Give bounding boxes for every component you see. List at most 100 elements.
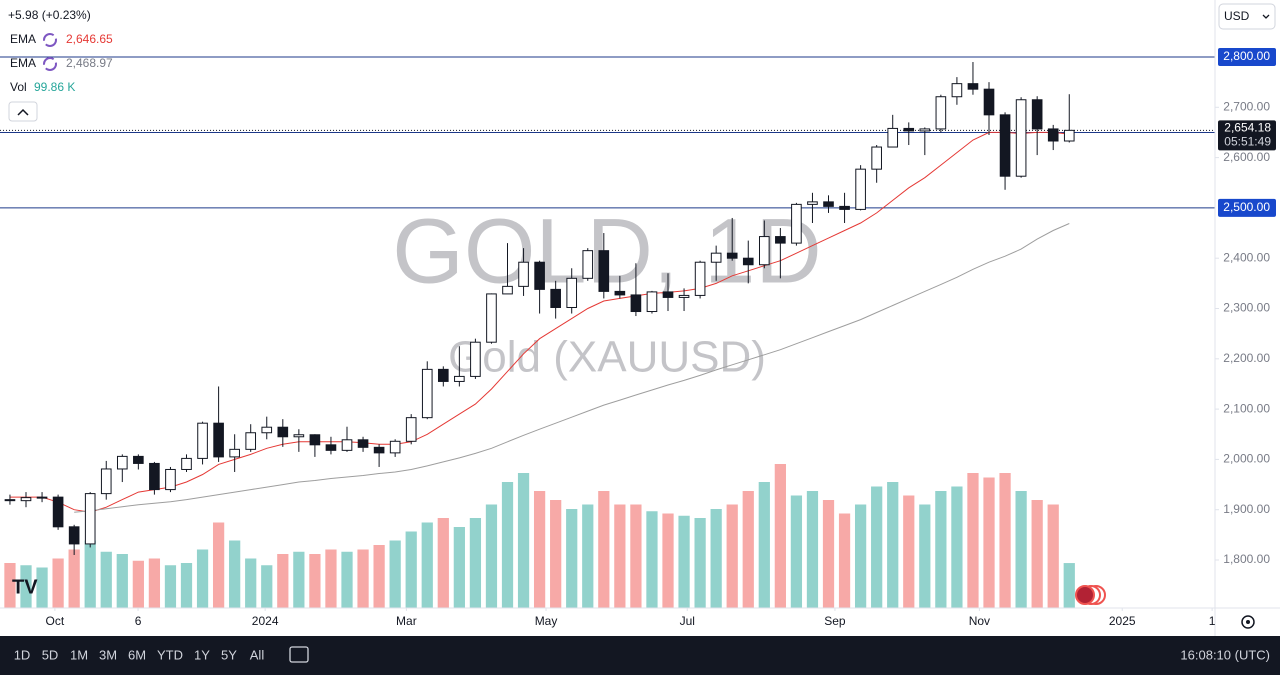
volume-bar (951, 486, 963, 608)
y-tick-label: 2,200.00 (1223, 351, 1270, 365)
volume-bar (710, 509, 722, 608)
volume-bar (887, 482, 899, 608)
candle-body (871, 146, 882, 170)
legend-name: EMA (10, 32, 36, 46)
candle-body (614, 290, 626, 296)
y-tick-label: 1,800.00 (1223, 552, 1270, 566)
ema-line (74, 223, 1070, 513)
volume-bar (582, 504, 594, 608)
volume-bar (533, 491, 546, 608)
volume-bar (196, 549, 209, 608)
candle-body (197, 422, 208, 459)
range-button[interactable]: YTD (157, 647, 183, 662)
x-tick-label: Oct (46, 614, 65, 628)
volume-bar (838, 513, 851, 608)
x-tick-label: Nov (969, 614, 990, 628)
candle-layer (4, 62, 1075, 555)
candle-body (935, 96, 947, 130)
volume-bar (164, 565, 177, 608)
volume-bar (469, 518, 482, 608)
price-line-box (1218, 47, 1276, 66)
range-button[interactable]: 1D (14, 647, 31, 662)
range-button[interactable]: All (250, 647, 265, 662)
candle-body (807, 201, 818, 205)
range-button[interactable]: 6M (128, 647, 146, 662)
volume-bar (68, 549, 80, 608)
candle-body (1063, 129, 1075, 142)
volume-bar (277, 554, 289, 608)
volume-bar (357, 549, 369, 608)
range-button[interactable]: 1Y (194, 647, 210, 662)
range-button[interactable]: 3M (99, 647, 117, 662)
candle-body (502, 285, 513, 295)
volume-bar (36, 567, 48, 608)
volume-bar (405, 531, 417, 608)
settings-icon[interactable] (43, 57, 57, 71)
y-tick-label: 2,100.00 (1223, 401, 1270, 415)
volume-bar (598, 491, 610, 608)
current-price-box (1218, 120, 1276, 151)
price-line-label: 2,800.00 (1223, 49, 1270, 63)
candle-body (518, 261, 529, 287)
candle-body (437, 368, 449, 382)
volume-bar (180, 563, 193, 608)
volume-bar (630, 504, 642, 608)
current-price-label: 2,654.18 (1224, 121, 1271, 135)
candle-body (293, 434, 305, 438)
y-tick-label: 2,700.00 (1223, 99, 1270, 113)
candle-body (84, 493, 96, 545)
volume-bar (100, 551, 112, 608)
candle-body (149, 462, 160, 491)
settings-gear[interactable] (1241, 615, 1255, 629)
range-button[interactable]: 1M (70, 647, 88, 662)
y-tick-label: 2,000.00 (1223, 452, 1270, 466)
y-tick-label: 2,300.00 (1223, 301, 1270, 315)
axes: 1,800.00 1,900.00 2,000.00 2,100.00 2,200.00… (0, 0, 1280, 636)
range-button[interactable]: 5Y (221, 647, 237, 662)
volume-bar (935, 491, 947, 608)
date-range-icon[interactable] (289, 646, 309, 663)
candle-body (678, 294, 690, 298)
volume-bar (1031, 500, 1043, 608)
candle-body (309, 434, 321, 446)
volume-bar (148, 558, 161, 608)
x-tick-label: Mar (396, 614, 417, 628)
candle-body (165, 468, 176, 491)
y-tick-label: 2,600.00 (1223, 150, 1270, 164)
currency-dropdown[interactable] (1218, 3, 1276, 30)
volume-bar (4, 563, 16, 608)
candle-body (775, 236, 786, 244)
candle-body (598, 250, 610, 292)
line-layer (0, 56, 1215, 513)
candle-body (758, 236, 770, 266)
candle-body (646, 291, 658, 313)
settings-icon[interactable] (43, 33, 57, 47)
legend-value: 2,646.65 (66, 32, 113, 46)
volume-bar (84, 540, 96, 608)
candle-body (52, 496, 64, 528)
range-button[interactable]: 5D (42, 647, 59, 662)
candle-body (839, 205, 850, 210)
currency: USD (1224, 9, 1250, 23)
candle-body (421, 368, 433, 419)
volume-layer (4, 464, 1075, 608)
x-tick-label: 2024 (252, 614, 279, 628)
legend-name: EMA (10, 56, 36, 70)
candle-body (36, 496, 48, 499)
collapse-button[interactable] (8, 101, 38, 122)
candle-body (710, 252, 722, 263)
watermark-subtitle: Gold (XAUUSD) (448, 333, 766, 382)
volume-bar (389, 540, 401, 608)
candle-body (550, 288, 561, 308)
volume-bar (550, 500, 562, 608)
candle-body (486, 293, 497, 343)
x-tick-label: 2025 (1109, 614, 1136, 628)
volume-bar (261, 565, 273, 608)
bottom-toolbar (0, 636, 1280, 675)
volume-bar (1047, 504, 1059, 608)
x-tick-label: Jul (680, 614, 695, 628)
volume-bar (325, 549, 337, 608)
candle-body (116, 455, 128, 470)
candle-body (534, 261, 545, 290)
candle-body (470, 341, 481, 377)
